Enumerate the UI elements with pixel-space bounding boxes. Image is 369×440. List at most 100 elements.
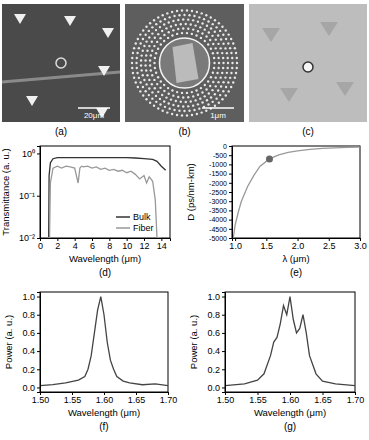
air-hole <box>188 110 190 112</box>
air-hole <box>164 106 166 108</box>
y-tick: -2000 <box>209 180 232 187</box>
chart: 1.501.551.601.651.700.00.20.40.60.81.0Wa… <box>188 292 364 432</box>
air-hole <box>182 27 184 29</box>
y-tick-label: 0.8 <box>22 310 35 320</box>
air-hole <box>199 97 201 99</box>
air-hole <box>207 80 209 82</box>
air-hole <box>177 105 179 107</box>
y-tick-label: -1500 <box>209 170 227 177</box>
y-tick-mark <box>222 387 225 388</box>
air-hole <box>226 72 228 74</box>
air-hole <box>210 96 212 98</box>
y-tick-mark <box>229 146 232 147</box>
air-hole <box>194 99 196 101</box>
y-tick-mark <box>229 155 232 156</box>
air-hole <box>226 52 228 54</box>
air-hole <box>225 94 227 96</box>
scale-bar <box>78 107 110 109</box>
air-hole <box>187 28 189 30</box>
air-hole <box>183 110 185 112</box>
air-hole <box>217 34 219 36</box>
air-hole <box>176 91 178 93</box>
air-hole <box>149 22 151 24</box>
air-hole <box>136 57 138 59</box>
air-hole <box>212 23 214 25</box>
air-hole <box>227 90 229 92</box>
air-hole <box>172 20 174 22</box>
air-hole <box>172 94 174 96</box>
air-hole <box>173 109 175 111</box>
legend: BulkFiber <box>116 212 154 233</box>
image-feature <box>262 28 280 42</box>
air-hole <box>151 74 153 76</box>
x-axis: 1.501.551.601.651.70 <box>32 392 178 405</box>
air-hole <box>219 76 221 78</box>
air-hole <box>214 19 216 21</box>
air-hole <box>175 100 177 102</box>
air-hole <box>157 91 159 93</box>
y-tick-mark <box>37 351 40 352</box>
air-hole <box>227 33 229 35</box>
image-background <box>125 4 244 122</box>
air-hole <box>217 57 219 59</box>
series-line <box>233 147 360 238</box>
y-axis-line <box>37 147 41 239</box>
air-hole <box>133 47 135 49</box>
figure: 20μm(a)1μm(b)(c)0246810121410⁻²10⁻¹10⁰Wa… <box>0 0 369 440</box>
air-hole <box>148 79 150 81</box>
air-hole <box>151 49 153 51</box>
air-hole <box>200 111 202 113</box>
air-hole <box>230 72 232 74</box>
y-tick-label: 10⁻¹ <box>19 191 35 201</box>
x-tick-label: 1.55 <box>249 395 267 405</box>
air-hole <box>164 18 166 20</box>
air-hole <box>221 98 223 100</box>
air-hole <box>155 52 157 54</box>
air-hole <box>151 41 153 43</box>
y-tick-label: 0.0 <box>207 383 220 393</box>
air-hole <box>140 54 142 56</box>
y-tick-mark <box>222 297 225 298</box>
air-hole <box>168 16 170 18</box>
air-hole <box>178 110 180 112</box>
air-hole <box>144 90 146 92</box>
y-tick-label: -3500 <box>209 207 227 214</box>
air-hole <box>225 38 227 40</box>
air-hole <box>137 86 139 88</box>
air-hole <box>132 72 134 74</box>
air-hole <box>200 37 202 39</box>
y-tick-label: -4500 <box>209 226 227 233</box>
air-hole <box>193 109 195 111</box>
x-tick: 1.0 <box>229 238 242 251</box>
air-hole <box>218 62 220 64</box>
x-tick: 1.60 <box>282 392 300 405</box>
air-hole <box>145 83 147 85</box>
air-hole <box>180 23 182 25</box>
panel-label: (c) <box>302 126 314 137</box>
x-tick-label: 3.0 <box>354 241 367 251</box>
y-axis-title: Power (a. u.) <box>3 315 14 369</box>
y-tick: 0.2 <box>22 365 40 375</box>
air-hole <box>154 67 156 69</box>
air-hole <box>212 101 214 103</box>
y-tick: -1500 <box>209 170 232 177</box>
air-hole <box>198 16 200 18</box>
air-hole <box>159 37 161 39</box>
air-hole <box>146 74 148 76</box>
y-tick-label: 0.8 <box>207 310 220 320</box>
x-tick: 1.5 <box>261 238 274 251</box>
air-hole <box>132 52 134 54</box>
air-hole <box>131 57 133 59</box>
x-tick-label: 1.50 <box>217 395 235 405</box>
air-hole <box>156 83 158 85</box>
air-hole <box>236 67 238 69</box>
air-hole <box>172 29 174 31</box>
air-hole <box>157 16 159 18</box>
air-hole <box>217 81 219 83</box>
y-axis-title: Transmittance (a. u.) <box>0 148 11 235</box>
air-hole <box>163 40 165 42</box>
y-tick-label: 0 <box>223 143 227 150</box>
air-hole <box>222 34 224 36</box>
y-tick: -500 <box>213 152 232 159</box>
y-tick: 0.4 <box>22 346 40 356</box>
